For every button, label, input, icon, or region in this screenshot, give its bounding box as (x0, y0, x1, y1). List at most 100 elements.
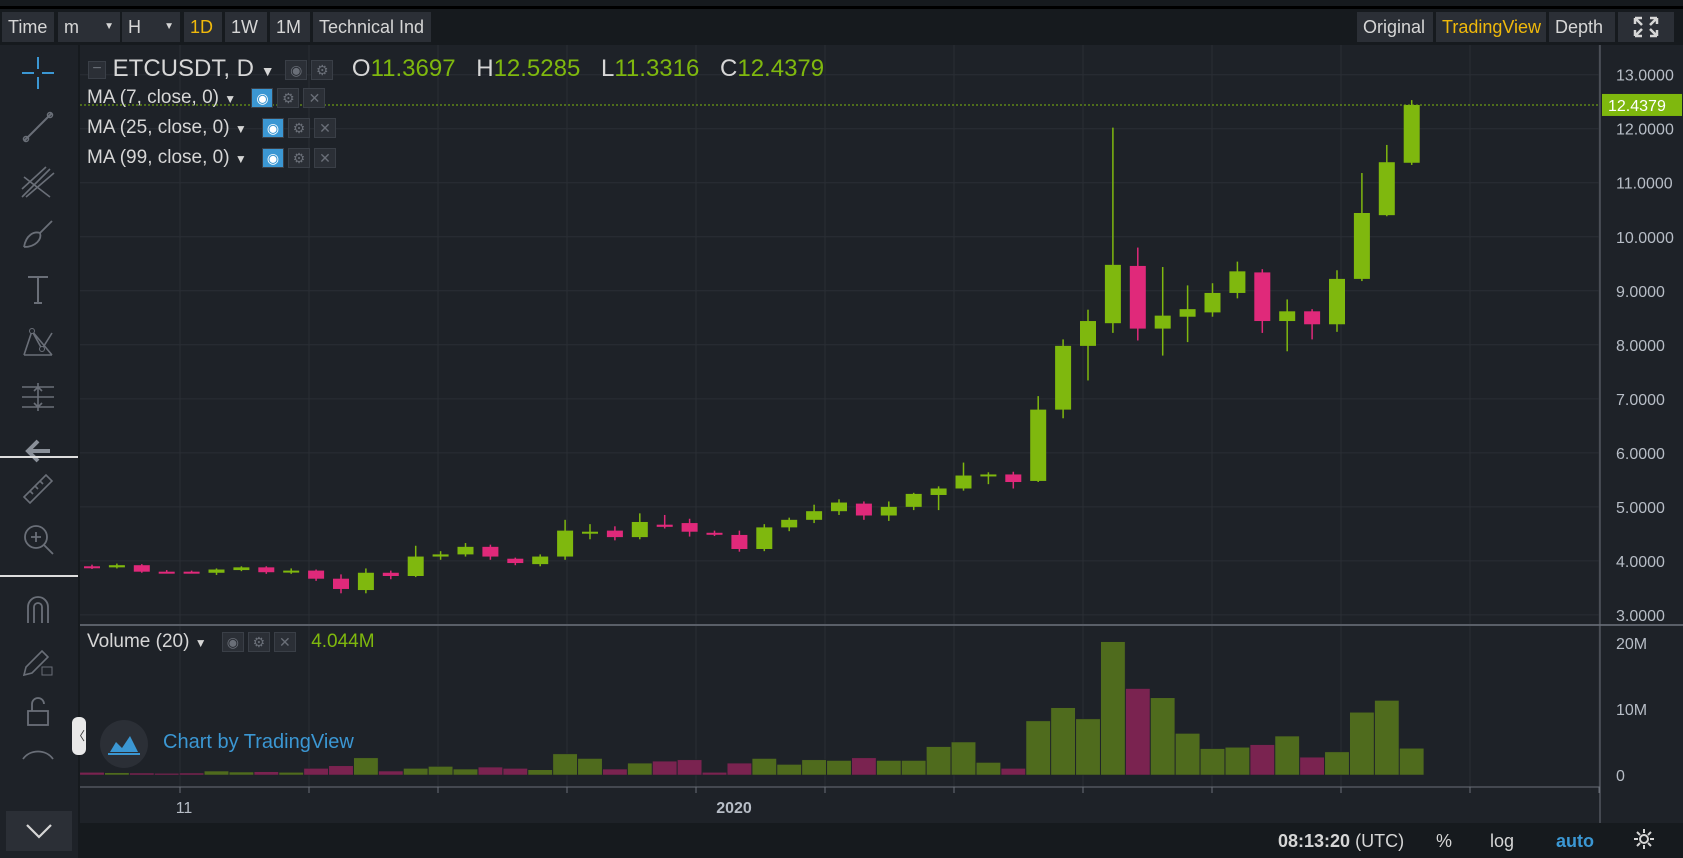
volume-bars (79, 641, 1425, 776)
volume-bar (1374, 700, 1400, 776)
text-icon (28, 276, 48, 304)
chevron-down-icon[interactable]: ▼ (234, 152, 247, 166)
candle-body (557, 530, 574, 557)
percent-scale-button[interactable]: % (1436, 831, 1453, 851)
volume-legend: Volume (20) ▼ ◉ ⚙ ✕ 4.044M (87, 631, 375, 653)
zoom-tool[interactable] (18, 519, 58, 559)
volume-bar (975, 762, 1001, 776)
volume-bar (1075, 718, 1101, 776)
hour-dropdown[interactable]: H ▼ (122, 12, 180, 42)
fib-tool[interactable] (18, 161, 58, 201)
gear-icon[interactable]: ⚙ (288, 147, 311, 168)
magnet-icon (27, 596, 49, 623)
text-tool[interactable] (18, 269, 58, 309)
candle-body (183, 571, 200, 574)
eye-icon[interactable]: ◉ (221, 631, 244, 652)
chart-by-tradingview-link[interactable]: Chart by TradingView (163, 731, 354, 753)
prediction-tool[interactable] (18, 377, 58, 417)
lock-tool[interactable] (18, 691, 58, 731)
clock: 08:13:20 (UTC) (1278, 828, 1404, 854)
volume-bar (1125, 688, 1151, 776)
tradingview-logo[interactable] (100, 720, 148, 768)
volume-tick-label: 0 (1616, 768, 1625, 785)
time-tick-label: 11 (176, 800, 193, 817)
candle-body (208, 569, 225, 573)
brush-tool[interactable] (18, 215, 58, 255)
chevron-down-icon[interactable]: ▼ (260, 63, 275, 79)
gear-icon[interactable]: ⚙ (311, 59, 334, 80)
auto-scale-button[interactable]: auto (1556, 831, 1594, 851)
back-tool[interactable] (18, 431, 58, 471)
chevron-down-icon[interactable]: ▼ (194, 636, 207, 650)
volume-bar (677, 759, 703, 776)
candle-body (333, 578, 349, 589)
candle-body (731, 534, 748, 549)
original-view-button[interactable]: Original (1357, 12, 1433, 42)
volume-bar (702, 772, 727, 776)
trend-line-tool[interactable] (18, 107, 58, 147)
hour-label: H (128, 17, 141, 37)
price-tick-label: 12.0000 (1616, 122, 1674, 139)
candle-body (258, 567, 275, 573)
chart-area[interactable]: 13.0000 12.0000 11.0000 10.0000 9.0000 8.0000… (79, 45, 1683, 823)
chart-settings-button[interactable] (1633, 828, 1655, 854)
interval-1w-button[interactable]: 1W (225, 12, 267, 42)
volume-tick-label: 20M (1616, 636, 1647, 653)
eye-icon[interactable]: ◉ (262, 147, 285, 168)
volume-bar (527, 769, 553, 776)
price-tick-label: 10.0000 (1616, 230, 1674, 247)
collapse-legend-icon[interactable]: − (88, 60, 106, 79)
candle-body (1154, 315, 1171, 329)
fullscreen-button[interactable] (1618, 12, 1674, 42)
volume-bar (552, 753, 578, 776)
visibility-tool[interactable] (18, 739, 58, 779)
lock-drawing-tool[interactable] (18, 641, 58, 681)
magnet-tool[interactable] (18, 589, 58, 629)
volume-bar (253, 771, 279, 776)
volume-value: 4.044M (311, 631, 375, 652)
candle-body (1378, 162, 1395, 216)
candle-body (606, 530, 623, 538)
axes: 13.0000 12.0000 11.0000 10.0000 9.0000 8.0000… (80, 45, 1683, 823)
ruler-tool[interactable] (18, 469, 58, 509)
candle-body (930, 488, 947, 495)
eye-icon[interactable]: ◉ (285, 59, 308, 80)
gear-icon[interactable]: ⚙ (277, 87, 300, 108)
collapse-toolbar-handle[interactable]: 〈 (72, 717, 86, 755)
minute-dropdown[interactable]: m ▼ (58, 12, 120, 42)
gear-icon[interactable]: ⚙ (247, 631, 270, 652)
volume-bar (951, 741, 976, 776)
expand-toolbar-button[interactable] (6, 811, 72, 851)
close-icon[interactable]: ✕ (314, 117, 337, 138)
volume-bar (278, 772, 304, 776)
volume-bar (79, 772, 105, 776)
chart-toolbar: Time m ▼ H ▼ 1D 1W 1M Technical Ind Orig… (0, 6, 1683, 45)
candle-body (1055, 345, 1072, 410)
log-scale-button[interactable]: log (1490, 831, 1515, 851)
interval-1d-button[interactable]: 1D (184, 12, 222, 42)
candle-body (1304, 311, 1321, 325)
close-icon[interactable]: ✕ (314, 147, 337, 168)
pattern-tool[interactable] (18, 323, 58, 363)
price-tick-label: 8.0000 (1616, 338, 1665, 355)
interval-1m-button[interactable]: 1M (270, 12, 310, 42)
chevron-down-icon[interactable]: ▼ (234, 122, 247, 136)
chevron-down-icon[interactable]: ▼ (224, 92, 237, 106)
gear-icon[interactable]: ⚙ (288, 117, 311, 138)
technical-indicators-button[interactable]: Technical Ind (313, 12, 431, 42)
price-tick-label: 7.0000 (1616, 392, 1665, 409)
volume-bar (179, 772, 205, 776)
close-icon[interactable]: ✕ (273, 631, 296, 652)
eye-icon[interactable]: ◉ (251, 87, 274, 108)
time-button[interactable]: Time (2, 12, 54, 42)
volume-bar (303, 768, 329, 776)
candle-body (1030, 409, 1047, 481)
close-icon[interactable]: ✕ (303, 87, 326, 108)
tradingview-view-button[interactable]: TradingView (1436, 12, 1546, 42)
volume-bar (1274, 735, 1300, 776)
crosshair-tool[interactable] (18, 53, 58, 93)
clock-timezone: (UTC) (1355, 831, 1405, 851)
eye-icon[interactable]: ◉ (262, 117, 285, 138)
depth-view-button[interactable]: Depth (1549, 12, 1615, 42)
volume-bar (751, 758, 777, 776)
